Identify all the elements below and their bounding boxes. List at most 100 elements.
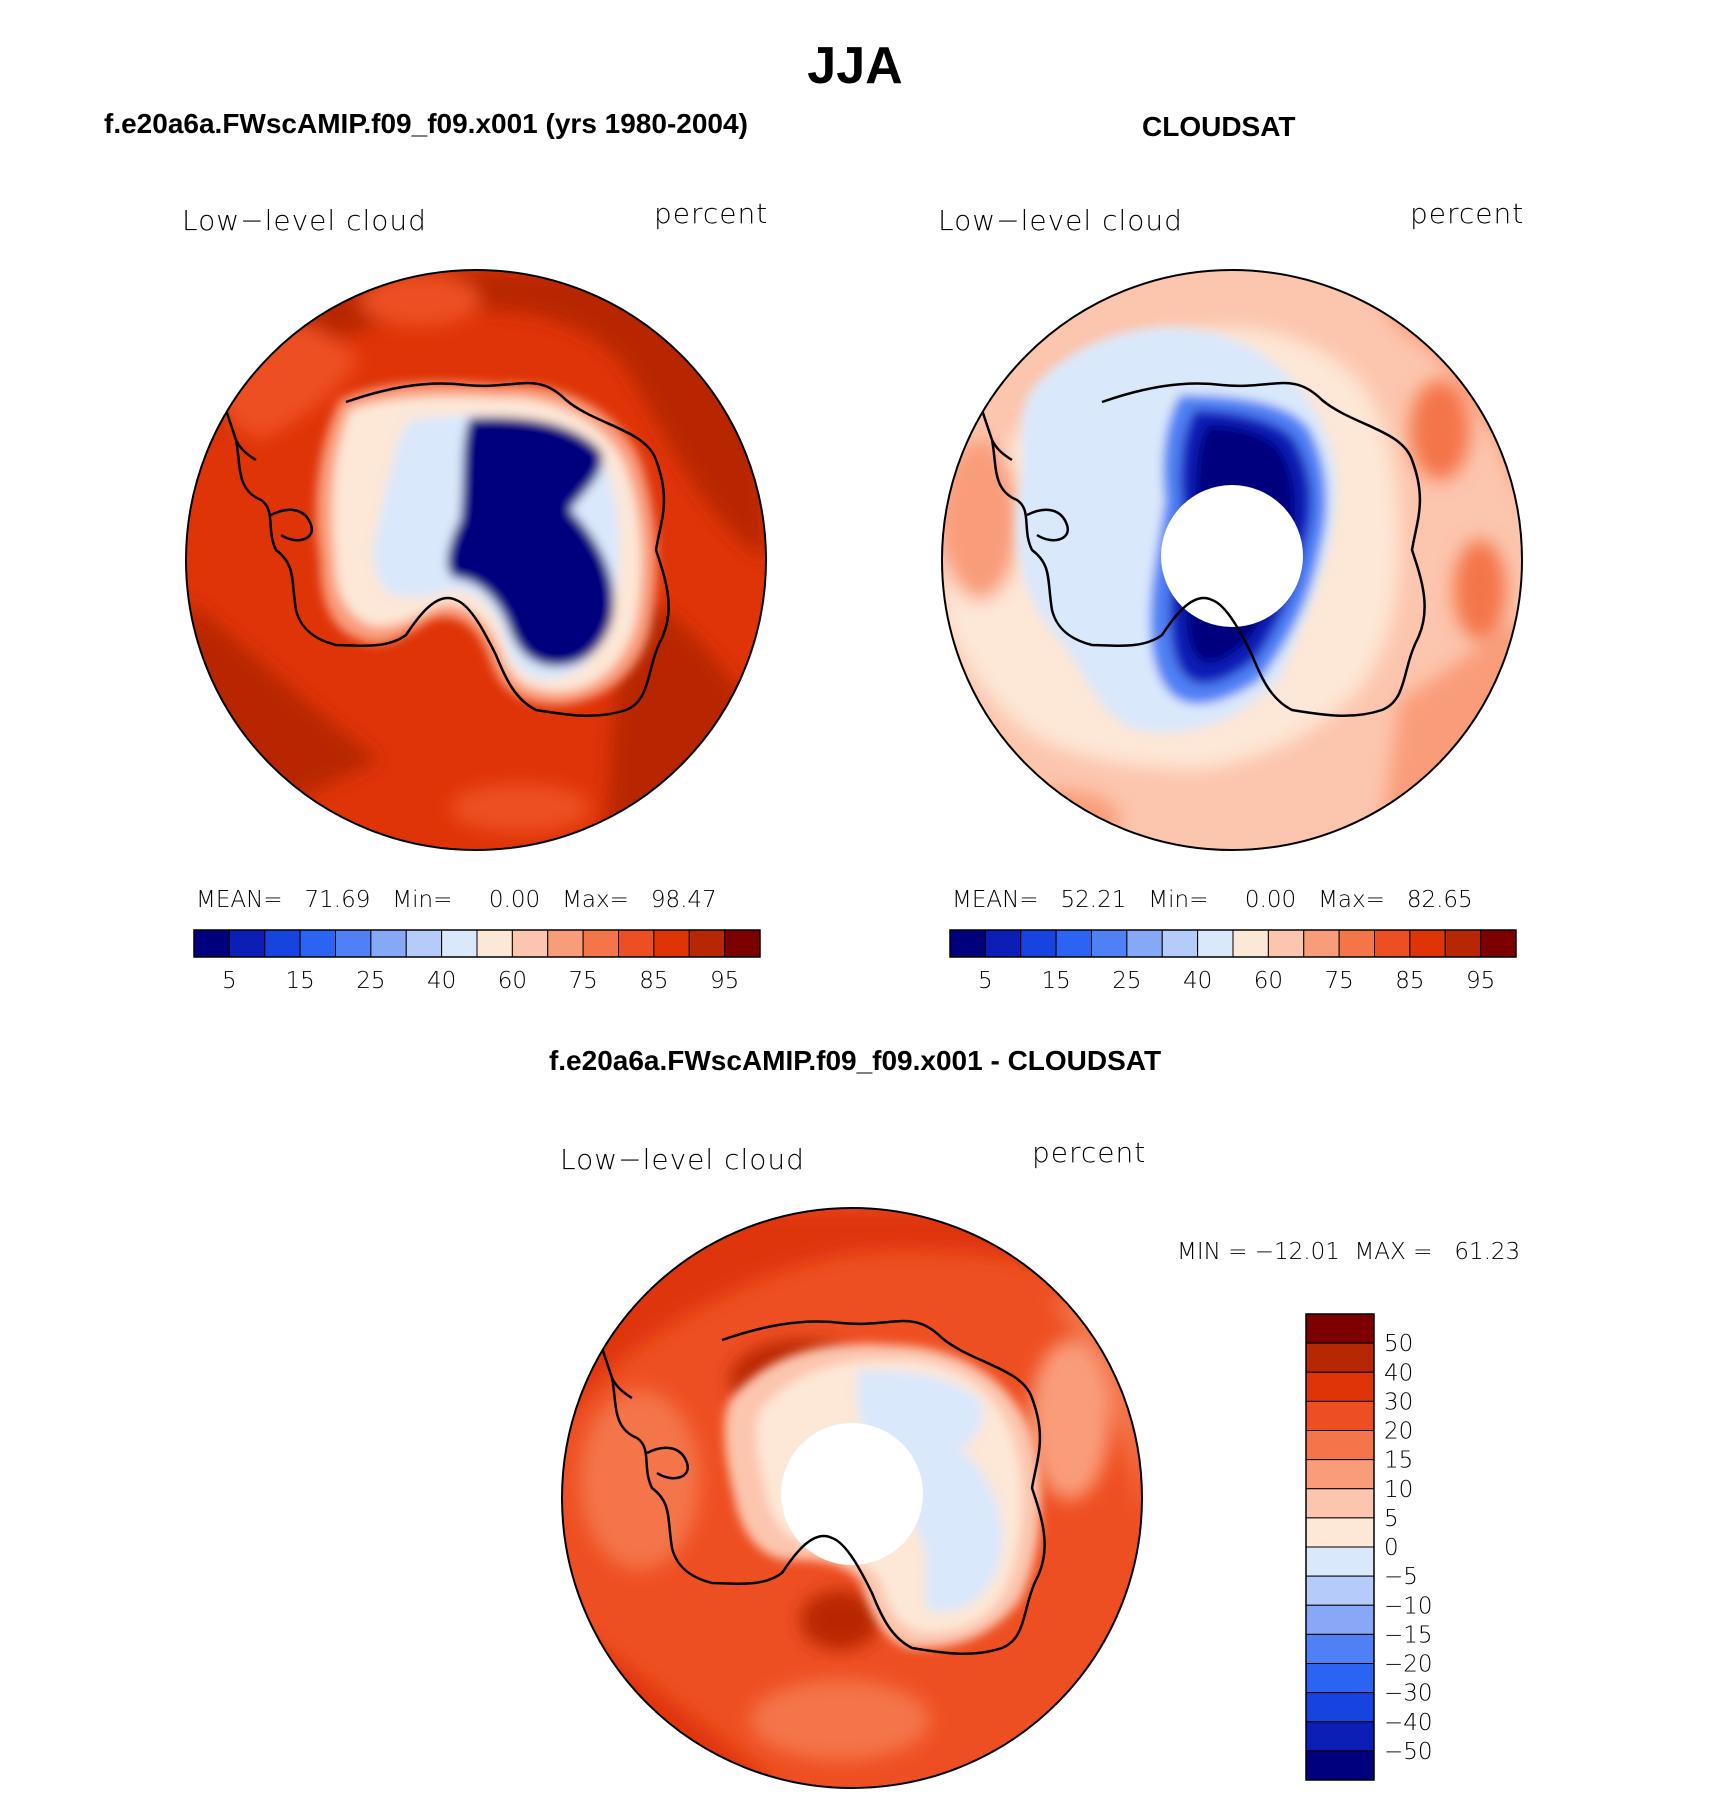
colorbar-box bbox=[1409, 929, 1446, 958]
colorbar-tick-label: 15 bbox=[1384, 1448, 1413, 1474]
colorbar-tick-label: 10 bbox=[1384, 1477, 1413, 1503]
colorbar-tick-label: 25 bbox=[356, 968, 385, 994]
stats-model: MEAN= 71.69 Min= 0.00 Max= 98.47 bbox=[196, 887, 717, 913]
colorbar-box bbox=[653, 929, 690, 958]
colorbar-tick-label: 60 bbox=[1254, 968, 1283, 994]
colorbar-tick-label: 15 bbox=[285, 968, 314, 994]
colorbar-box bbox=[1305, 1633, 1375, 1664]
colorbar-tick-label: 85 bbox=[1395, 968, 1424, 994]
map-obs bbox=[941, 269, 1523, 851]
colorbar-tick-label: −20 bbox=[1384, 1652, 1433, 1678]
figure-title: JJA bbox=[807, 37, 903, 95]
colorbar-box bbox=[1305, 1721, 1375, 1752]
colorbar-box bbox=[1444, 929, 1482, 958]
colorbar-tick-label: 0 bbox=[1384, 1535, 1399, 1561]
colorbar-box bbox=[1305, 1517, 1375, 1548]
colorbar-frame bbox=[949, 929, 1517, 958]
colorbar-box bbox=[335, 929, 372, 958]
colorbar-box bbox=[1305, 1371, 1375, 1402]
colorbar-box bbox=[1020, 929, 1057, 958]
colorbar-tick-label: 20 bbox=[1384, 1419, 1413, 1445]
colorbar-tick-label: 15 bbox=[1041, 968, 1070, 994]
colorbar-box bbox=[724, 929, 761, 958]
colorbar-box bbox=[1480, 929, 1517, 958]
colorbar-tick-label: 5 bbox=[222, 968, 237, 994]
colorbar-tick-label: 40 bbox=[1183, 968, 1212, 994]
map-diff bbox=[561, 1207, 1143, 1789]
colorbar-tick-label: −10 bbox=[1384, 1593, 1433, 1619]
map-model bbox=[185, 269, 767, 851]
variable-label-diff: Low−level cloud bbox=[560, 1143, 805, 1176]
colorbar-frame bbox=[1305, 1313, 1375, 1781]
colorbar-box bbox=[984, 929, 1022, 958]
panel-title-diff: f.e20a6a.FWscAMIP.f09_f09.x001 - CLOUDSA… bbox=[548, 1045, 1162, 1076]
colorbar-box bbox=[228, 929, 266, 958]
colorbar-tick-label: 25 bbox=[1112, 968, 1141, 994]
colorbar-tick-label: −50 bbox=[1384, 1739, 1433, 1765]
colorbar-tick-label: 95 bbox=[1466, 968, 1495, 994]
colorbar-box bbox=[264, 929, 301, 958]
colorbar-box bbox=[476, 929, 513, 958]
colorbar-box bbox=[1267, 929, 1305, 958]
colorbar-box bbox=[1338, 929, 1375, 958]
colorbar-tick-label: 85 bbox=[639, 968, 668, 994]
colorbar-box bbox=[1305, 1692, 1375, 1723]
colorbar-box bbox=[949, 929, 986, 958]
colorbar-box bbox=[1374, 929, 1411, 958]
colorbar-frame bbox=[193, 929, 761, 958]
units-label-diff: percent bbox=[1032, 1136, 1147, 1169]
colorbar-box bbox=[688, 929, 726, 958]
colorbar-box bbox=[1305, 1459, 1375, 1490]
colorbar-box bbox=[1091, 929, 1128, 958]
colorbar-box bbox=[299, 929, 336, 958]
colorbar-box bbox=[1197, 929, 1234, 958]
colorbar-tick-label: −40 bbox=[1384, 1710, 1433, 1736]
stats-obs: MEAN= 52.21 Min= 0.00 Max= 82.65 bbox=[952, 887, 1473, 913]
colorbar-box bbox=[405, 929, 443, 958]
colorbar-box bbox=[1305, 1430, 1375, 1461]
colorbar-tick-label: 75 bbox=[1324, 968, 1353, 994]
variable-label-obs: Low−level cloud bbox=[938, 204, 1183, 237]
colorbar-obs: 5 15 25 40 60 75 85 95 bbox=[949, 929, 1517, 994]
colorbar-box bbox=[441, 929, 478, 958]
colorbar-box bbox=[618, 929, 655, 958]
colorbar-tick-label: 30 bbox=[1384, 1389, 1413, 1415]
colorbar-tick-label: 5 bbox=[1384, 1506, 1399, 1532]
colorbar-box bbox=[1161, 929, 1199, 958]
colorbar-model: 5 15 25 40 60 75 85 95 bbox=[193, 929, 761, 994]
colorbar-box bbox=[1305, 1488, 1375, 1519]
variable-label-model: Low−level cloud bbox=[182, 204, 427, 237]
colorbar-box bbox=[1305, 1663, 1375, 1694]
units-label-model: percent bbox=[654, 197, 769, 230]
panel-title-obs: CLOUDSAT bbox=[1142, 111, 1296, 142]
colorbar-tick-label: −5 bbox=[1384, 1564, 1418, 1590]
colorbar-tick-label: 40 bbox=[427, 968, 456, 994]
panel-title-model: f.e20a6a.FWscAMIP.f09_f09.x001 (yrs 1980… bbox=[104, 108, 748, 139]
colorbar-box bbox=[1305, 1546, 1375, 1577]
units-label-obs: percent bbox=[1410, 197, 1525, 230]
colorbar-tick-label: 5 bbox=[978, 968, 993, 994]
colorbar-box bbox=[1305, 1313, 1375, 1344]
colorbar-tick-label: 40 bbox=[1384, 1360, 1413, 1386]
colorbar-tick-label: −30 bbox=[1384, 1681, 1433, 1707]
colorbar-tick-label: −15 bbox=[1384, 1622, 1433, 1648]
colorbar-box bbox=[1305, 1400, 1375, 1431]
colorbar-box bbox=[1303, 929, 1340, 958]
stats-diff: MIN = −12.01 MAX = 61.23 bbox=[1177, 1239, 1521, 1265]
colorbar-box bbox=[1126, 929, 1163, 958]
colorbar-tick-label: 60 bbox=[498, 968, 527, 994]
colorbar-box bbox=[582, 929, 619, 958]
colorbar-box bbox=[547, 929, 584, 958]
colorbar-tick-label: 75 bbox=[568, 968, 597, 994]
colorbar-box bbox=[1305, 1750, 1375, 1781]
colorbar-box bbox=[370, 929, 407, 958]
colorbar-box bbox=[1232, 929, 1269, 958]
colorbar-box bbox=[1305, 1575, 1375, 1606]
colorbar-box bbox=[193, 929, 230, 958]
colorbar-box bbox=[1305, 1342, 1375, 1373]
colorbar-box bbox=[1055, 929, 1092, 958]
colorbar-tick-label: 50 bbox=[1384, 1331, 1413, 1357]
colorbar-box bbox=[511, 929, 549, 958]
colorbar-tick-label: 95 bbox=[710, 968, 739, 994]
